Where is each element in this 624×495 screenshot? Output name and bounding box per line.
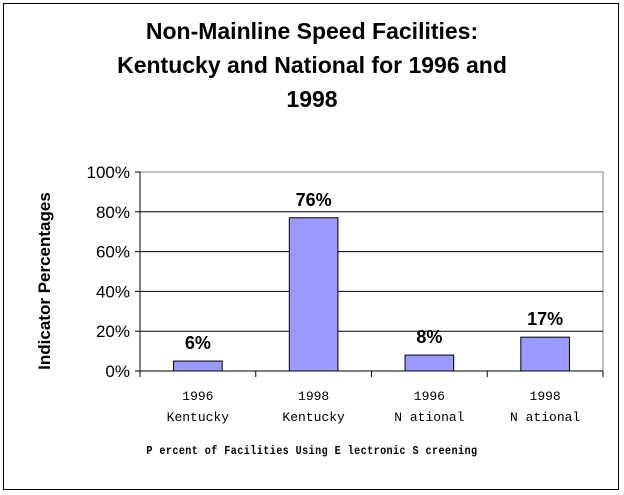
bar-data-label: 8% bbox=[416, 327, 442, 347]
y-tick-label: 100% bbox=[87, 163, 130, 182]
bar bbox=[173, 360, 223, 372]
x-category-label-line-1: 1998 bbox=[530, 389, 561, 404]
chart-title-line-3: 1998 bbox=[286, 86, 338, 112]
bar-data-label: 6% bbox=[185, 333, 211, 353]
axes bbox=[135, 171, 604, 377]
chart-title-line-2: Kentucky and National for 1996 and bbox=[117, 52, 507, 78]
bar bbox=[520, 336, 570, 372]
bars bbox=[173, 217, 570, 372]
y-tick-label: 0% bbox=[105, 362, 130, 381]
x-category-label-line-1: 1998 bbox=[298, 389, 329, 404]
x-category-label-line-2: Kentucky bbox=[167, 410, 230, 425]
y-tick-label: 40% bbox=[96, 282, 130, 301]
x-category-label-line-2: Kentucky bbox=[282, 410, 345, 425]
bar bbox=[404, 354, 455, 372]
bar-data-label: 17% bbox=[527, 309, 563, 329]
x-category-label-line-2: N ational bbox=[510, 410, 580, 425]
x-category-label-line-2: N ational bbox=[394, 410, 464, 425]
x-axis-title: P ercent of Facilities Using E lectronic… bbox=[146, 444, 478, 458]
y-tick-label: 20% bbox=[96, 322, 130, 341]
x-category-label-line-1: 1996 bbox=[414, 389, 445, 404]
bar bbox=[288, 217, 339, 372]
y-tick-label: 60% bbox=[96, 243, 130, 262]
bar-data-label: 76% bbox=[296, 190, 332, 210]
y-tick-label: 80% bbox=[96, 203, 130, 222]
x-category-label-line-1: 1996 bbox=[182, 389, 213, 404]
chart-title: Non-Mainline Speed Facilities: Kentucky … bbox=[0, 14, 624, 116]
chart-title-line-1: Non-Mainline Speed Facilities: bbox=[145, 18, 479, 44]
gridlines bbox=[140, 211, 603, 332]
labels: 0% 20% 40% 60% 80% 100% 6% 1996 Kentucky 76% 1998 K… bbox=[87, 163, 581, 425]
y-axis-title: Indicator Percentages bbox=[35, 192, 54, 370]
